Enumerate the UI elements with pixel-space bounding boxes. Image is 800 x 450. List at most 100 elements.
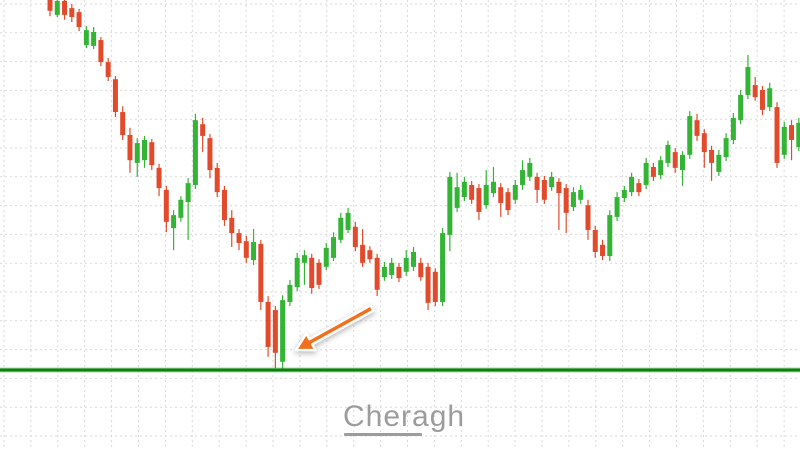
candle-bull bbox=[338, 212, 344, 243]
candle-bull bbox=[578, 184, 584, 204]
candle-bull bbox=[134, 138, 140, 177]
candle-bear bbox=[265, 296, 271, 357]
candle-bear bbox=[759, 85, 765, 116]
candle-bull bbox=[687, 111, 693, 159]
candle-bull bbox=[411, 247, 416, 271]
candle-bear bbox=[200, 117, 206, 153]
candle-bull bbox=[91, 27, 97, 50]
candle-bull bbox=[658, 156, 664, 180]
candle-bear bbox=[112, 76, 118, 117]
candle-bear bbox=[432, 268, 438, 306]
candle-bull bbox=[54, 0, 60, 18]
candle-bull bbox=[440, 228, 446, 306]
candle-bear bbox=[98, 36, 104, 67]
candle-bear bbox=[418, 257, 424, 281]
candle-bear bbox=[498, 183, 504, 217]
candle-bull bbox=[781, 121, 787, 159]
candle-bear bbox=[469, 180, 475, 204]
candle-bear bbox=[505, 188, 511, 216]
candle-bear bbox=[105, 58, 111, 81]
candle-bear bbox=[774, 102, 780, 168]
candle-bull bbox=[461, 176, 467, 202]
candle-bull bbox=[331, 232, 337, 261]
candle-bull bbox=[454, 172, 460, 212]
candle-bear bbox=[360, 229, 366, 267]
candle-bull bbox=[185, 178, 191, 240]
candle-bull bbox=[629, 172, 635, 197]
candle-bull bbox=[730, 112, 736, 144]
candle-bear bbox=[76, 9, 82, 32]
candle-bear bbox=[374, 253, 380, 297]
candle-bull bbox=[287, 279, 293, 306]
candle-bear bbox=[272, 306, 278, 369]
candle-bear bbox=[367, 246, 373, 263]
candle-bear bbox=[709, 145, 715, 181]
candle-bear bbox=[600, 239, 606, 261]
candle-bear bbox=[789, 120, 795, 161]
candle-bull bbox=[665, 140, 671, 167]
candle-bull bbox=[570, 187, 576, 212]
candle-bull bbox=[171, 210, 177, 251]
candle-bear bbox=[476, 184, 482, 221]
candle-bull bbox=[716, 149, 722, 176]
candle-bear bbox=[672, 148, 678, 173]
candle-bear bbox=[636, 179, 642, 197]
candle-bear bbox=[425, 262, 431, 311]
candle-bear bbox=[156, 163, 162, 197]
candle-bull bbox=[294, 252, 300, 292]
candle-bull bbox=[251, 229, 257, 266]
candle-bear bbox=[585, 199, 591, 240]
candle-bear bbox=[120, 106, 126, 140]
candle-bull bbox=[520, 160, 526, 190]
candle-bear bbox=[309, 253, 315, 294]
candle-bull bbox=[142, 135, 148, 168]
candle-bull bbox=[280, 295, 286, 370]
candle-bull bbox=[512, 180, 518, 204]
candle-bull bbox=[614, 192, 620, 221]
candle-bull bbox=[723, 133, 729, 162]
candle-bull bbox=[738, 90, 744, 125]
candle-bull bbox=[323, 243, 329, 270]
candle-bull bbox=[192, 113, 198, 189]
candle-bull bbox=[745, 54, 751, 99]
candle-bull bbox=[679, 151, 685, 186]
candle-bull bbox=[490, 166, 496, 198]
candle-bear bbox=[229, 210, 235, 248]
candle-bear bbox=[214, 162, 220, 198]
candle-bull bbox=[796, 117, 800, 152]
candle-bear bbox=[563, 184, 569, 234]
candle-bear bbox=[236, 229, 242, 251]
candle-bull bbox=[301, 250, 307, 285]
candle-bear bbox=[534, 172, 540, 203]
arrow-icon bbox=[294, 304, 375, 352]
candle-bull bbox=[483, 170, 489, 209]
candle-bull bbox=[527, 157, 533, 181]
candle-bull bbox=[767, 82, 773, 112]
candle-bull bbox=[345, 207, 351, 234]
candle-bear bbox=[556, 178, 562, 230]
candle-bear bbox=[47, 0, 53, 17]
candle-bull bbox=[643, 157, 649, 189]
candle-bull bbox=[178, 196, 184, 222]
candle-bear bbox=[62, 0, 68, 20]
watermark-underline bbox=[344, 433, 422, 436]
candle-bear bbox=[258, 239, 264, 311]
candle-bear bbox=[316, 259, 322, 289]
candle-bull bbox=[83, 26, 89, 49]
candle-bear bbox=[207, 134, 213, 179]
candle-bear bbox=[701, 129, 707, 168]
candle-bear bbox=[163, 185, 169, 233]
watermark-text: Cheragh bbox=[343, 400, 466, 433]
candle-bear bbox=[592, 225, 598, 258]
candle-bull bbox=[607, 210, 613, 261]
candle-bear bbox=[352, 221, 358, 252]
candle-bear bbox=[396, 262, 402, 283]
candle-bear bbox=[243, 235, 249, 263]
candle-bear bbox=[650, 162, 656, 181]
candle-bull bbox=[389, 257, 395, 279]
candle-bear bbox=[694, 113, 700, 141]
candle-bull bbox=[447, 171, 453, 252]
candle-bear bbox=[69, 4, 75, 23]
